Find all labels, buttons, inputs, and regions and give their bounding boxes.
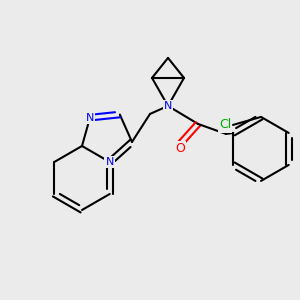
Text: N: N [164, 101, 172, 111]
Text: N: N [86, 113, 94, 123]
Text: Cl: Cl [219, 118, 231, 131]
Text: N: N [106, 157, 114, 167]
Text: O: O [175, 142, 185, 155]
